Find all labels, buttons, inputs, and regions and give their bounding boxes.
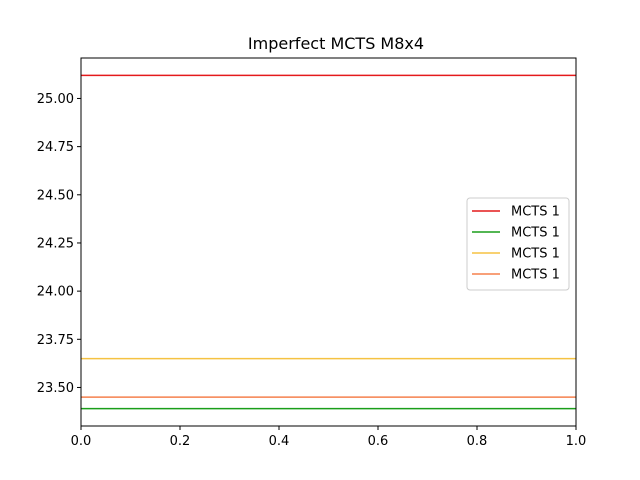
- y-axis: 23.50 23.75 24.00 24.25 24.50 24.75 25.00: [37, 92, 81, 396]
- legend-label-3: MCTS 1: [511, 247, 560, 262]
- x-tick-label-0: 0.0: [71, 434, 92, 449]
- y-tick-label-2: 24.00: [37, 285, 74, 300]
- y-tick-label-6: 25.00: [37, 92, 74, 107]
- legend: MCTS 1 MCTS 1 MCTS 1 MCTS 1: [466, 197, 570, 291]
- x-tick-label-2: 0.4: [269, 434, 290, 449]
- legend-label-4: MCTS 1: [511, 268, 560, 283]
- chart-title: Imperfect MCTS M8x4: [248, 34, 424, 53]
- y-tick-label-3: 24.25: [37, 236, 74, 251]
- y-tick-label-1: 23.75: [37, 333, 74, 348]
- series-layer: [81, 74, 576, 410]
- y-tick-label-5: 24.75: [37, 140, 74, 155]
- x-axis: 0.0 0.2 0.4 0.6 0.8 1.0: [71, 426, 587, 449]
- y-tick-label-0: 23.50: [37, 381, 74, 396]
- y-tick-label-4: 24.50: [37, 188, 74, 203]
- plot-area-frame: [80, 57, 577, 427]
- x-tick-label-3: 0.6: [368, 434, 389, 449]
- x-tick-label-5: 1.0: [566, 434, 587, 449]
- x-tick-label-1: 0.2: [170, 434, 191, 449]
- legend-label-2: MCTS 1: [511, 226, 560, 241]
- legend-box: [466, 197, 570, 291]
- x-tick-label-4: 0.8: [467, 434, 488, 449]
- legend-label-1: MCTS 1: [511, 205, 560, 220]
